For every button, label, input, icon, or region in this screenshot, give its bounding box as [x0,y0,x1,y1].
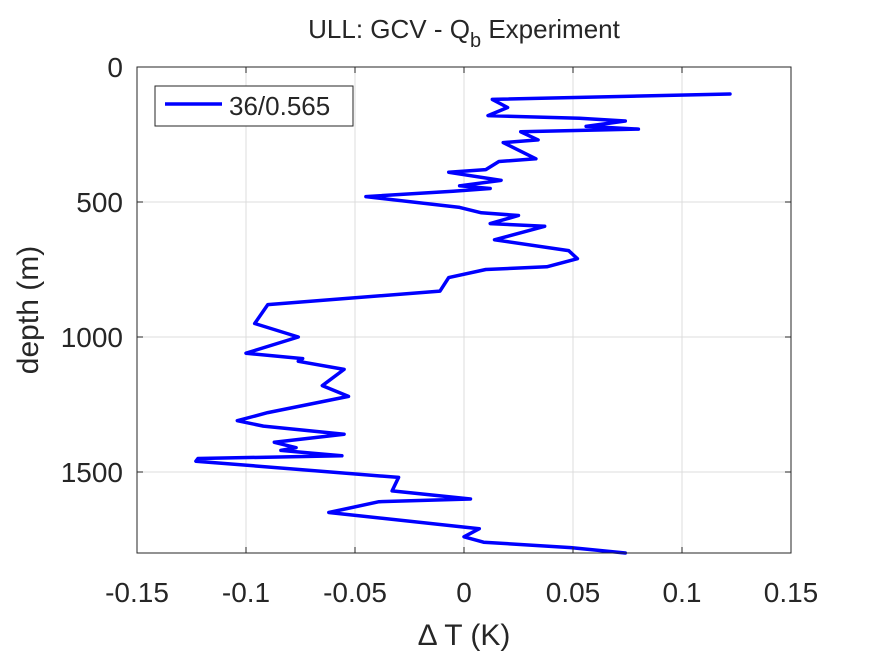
y-tick-label: 500 [76,187,123,218]
x-tick-label: 0.15 [764,577,819,608]
y-tick-label: 1000 [61,322,123,353]
x-tick-label: 0.05 [546,577,601,608]
chart-title: ULL: GCV - Qb Experiment [308,14,620,52]
x-tick-label: 0.1 [663,577,702,608]
data-lines [194,92,732,555]
legend-box [154,85,354,127]
x-tick-label: -0.15 [105,577,169,608]
x-tick-label: -0.1 [222,577,270,608]
x-tick-label: -0.05 [323,577,387,608]
ticks: -0.15 -0.1 -0.05 0 0.05 0.1 0.15 0 500 1000 1500 [61,52,819,608]
legend: 36/0.565 [154,85,354,127]
x-tick-label: 0 [456,577,472,608]
chart-title-subscript: b [470,30,481,52]
legend-entry-label: 36/0.565 [229,91,330,121]
chart-title-rest: Experiment [481,14,620,44]
y-tick-label: 1500 [61,457,123,488]
y-tick-label: 0 [107,52,123,83]
x-axis-label: Δ T (K) [418,619,511,652]
chart-title-main: ULL: GCV - Q [308,14,470,44]
series-line-0 [194,92,732,555]
y-axis-label: depth (m) [12,246,45,374]
